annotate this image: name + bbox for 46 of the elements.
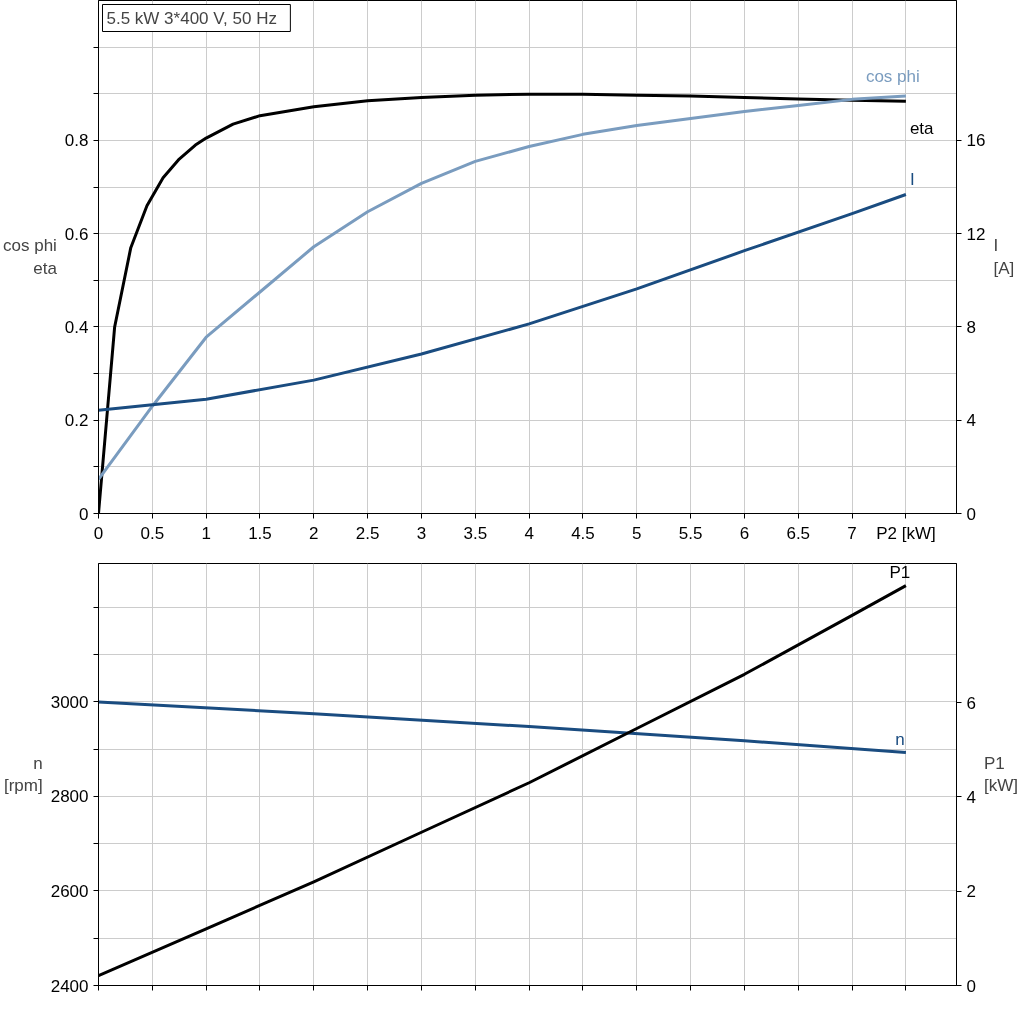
y-axis-title: n [rpm] [3,753,43,796]
line-series [98,700,908,755]
y2-tick-label: 16 [966,131,986,151]
y-tick-label: 0.8 [64,131,89,151]
y2-tick-label: 8 [966,317,976,337]
y-tick-label: 2400 [50,976,89,996]
y2-tick-label: 2 [966,882,976,902]
x-tick-label: 7 [847,523,857,543]
x-tick-label: 0.5 [140,523,165,543]
x-tick-label: 0 [93,523,104,543]
series-label: I [909,169,915,189]
y2-tick-label: 6 [966,693,976,713]
x-tick-label: 3.5 [463,523,488,543]
y2-tick-label: 4 [966,787,976,807]
x-tick-label: 6 [739,523,750,543]
y2-tick-label: 0 [966,504,976,524]
x-tick-label: 2.5 [355,523,380,543]
x-tick-label: 4 [524,523,534,543]
line-series [98,193,908,412]
y2-tick-label: 0 [966,976,976,996]
y-tick-label: 0.4 [64,317,89,337]
series-label: n [895,729,905,749]
y2-axis-title: P1 [kW] [983,753,1018,796]
x-tick-label: P2 [kW] [876,523,936,543]
y-tick-label: 0.6 [64,224,89,244]
x-tick-label: 5.5 [678,523,703,543]
series-label: P1 [889,562,911,582]
series-label: eta [909,119,935,139]
x-tick-label: 1.5 [248,523,272,543]
y2-axis-title: I [A] [993,236,1015,278]
y-tick-label: 0 [79,504,89,524]
x-tick-label: 4.5 [571,523,595,543]
text: 5.5 kW 3*400 V, 50 Hz [106,8,277,28]
y2-tick-label: 12 [966,224,986,244]
y-tick-label: 2600 [50,881,89,901]
y-tick-label: 2800 [50,787,89,807]
series-label: cos phi [865,67,920,87]
x-tick-label: 3 [416,523,427,543]
y-tick-label: 0.2 [64,411,89,431]
y-tick-label: 3000 [50,692,89,712]
x-tick-label: 1 [201,523,211,543]
x-tick-label: 6.5 [786,523,811,543]
x-tick-label: 2 [309,523,319,543]
x-tick-label: 5 [632,523,642,543]
y-axis-title: cos phi eta [3,236,58,278]
y2-tick-label: 4 [966,411,976,431]
